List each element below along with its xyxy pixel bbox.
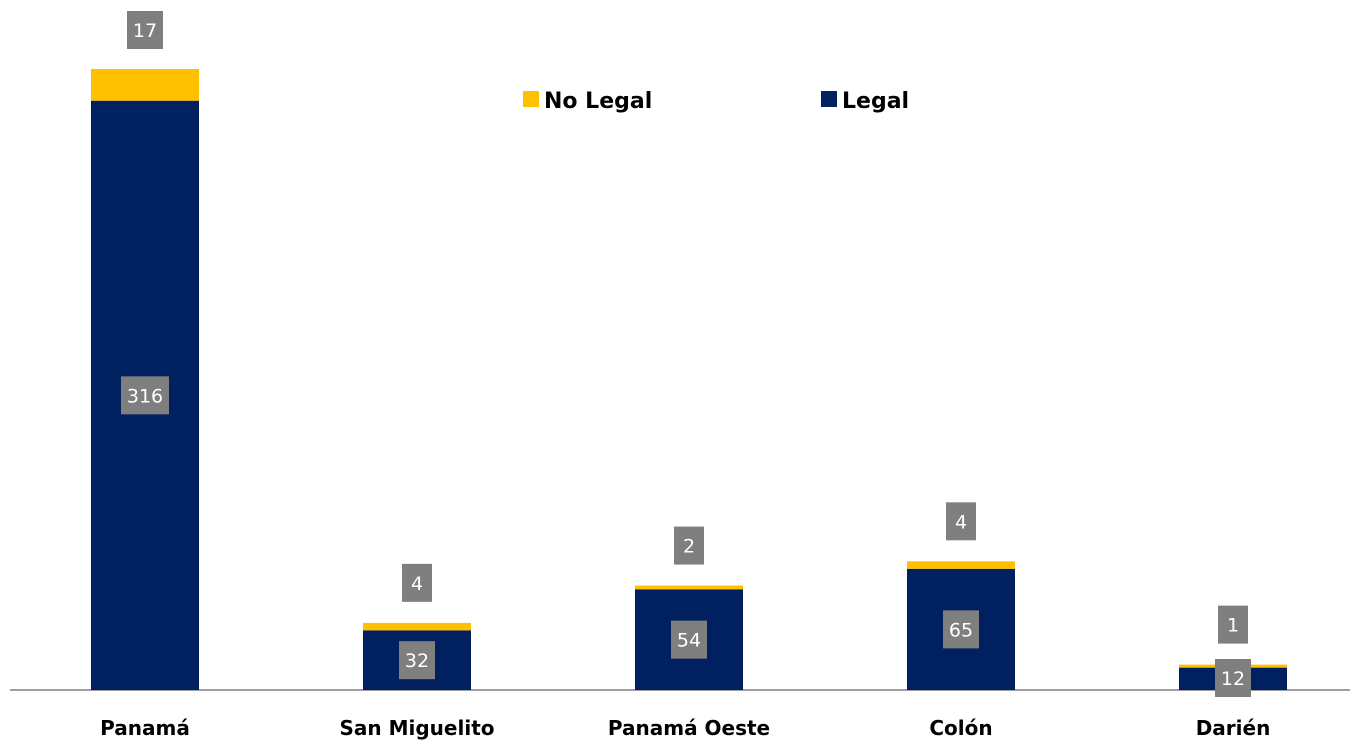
data-label-no-legal-panama-oeste-box	[674, 526, 704, 565]
data-label-legal-darien: 12	[1215, 659, 1251, 697]
data-label-no-legal-darien-box	[1218, 605, 1248, 644]
data-label-legal-panama-oeste-box	[671, 620, 707, 659]
bar-no-legal-panama	[91, 69, 199, 101]
bar-no-legal-panama-oeste	[635, 585, 743, 590]
data-label-no-legal-san-miguelito-box	[402, 563, 432, 602]
legend-swatch-legal	[821, 91, 837, 107]
data-label-legal-colon: 65	[943, 610, 979, 649]
data-label-legal-darien-box	[1215, 659, 1251, 697]
legend-item-no-legal: No Legal	[523, 89, 652, 114]
legend-item-legal: Legal	[821, 89, 909, 114]
data-label-legal-panama-oeste: 54	[671, 620, 707, 659]
legend-label-no-legal: No Legal	[544, 89, 652, 114]
data-label-no-legal-colon-box	[946, 502, 976, 541]
data-label-no-legal-panama-text: 17	[133, 20, 157, 42]
data-labels-group: 316 17 32 4 54 2 65 4 12 1	[121, 11, 1251, 697]
data-label-no-legal-panama: 17	[127, 11, 163, 49]
data-label-no-legal-panama-oeste-text: 2	[683, 536, 695, 558]
legend-label-legal: Legal	[842, 89, 909, 114]
data-label-no-legal-san-miguelito: 4	[402, 563, 432, 602]
data-label-legal-panama-text: 316	[127, 385, 163, 407]
legend: No Legal Legal	[523, 89, 909, 114]
bars-group	[91, 69, 1287, 691]
data-label-legal-panama-box	[121, 376, 169, 415]
data-label-no-legal-panama-oeste: 2	[674, 526, 704, 565]
data-label-no-legal-colon-text: 4	[955, 511, 967, 533]
data-label-no-legal-darien-text: 1	[1227, 615, 1239, 637]
bar-no-legal-san-miguelito	[363, 622, 471, 631]
legend-swatch-no-legal	[523, 91, 539, 107]
category-label-colon: Colón	[929, 716, 992, 740]
data-label-legal-colon-text: 65	[949, 619, 973, 641]
category-label-panama-oeste: Panamá Oeste	[608, 716, 770, 740]
category-labels-group: Panamá San Miguelito Panamá Oeste Colón Dari…	[100, 716, 1270, 740]
data-label-legal-darien-text: 12	[1221, 668, 1245, 690]
data-label-legal-colon-box	[943, 610, 979, 649]
data-label-legal-san-miguelito-box	[399, 641, 435, 680]
bar-no-legal-colon	[907, 561, 1015, 569]
data-label-no-legal-darien: 1	[1218, 605, 1248, 644]
data-label-legal-panama: 316	[121, 376, 169, 415]
data-label-no-legal-san-miguelito-text: 4	[411, 573, 423, 595]
category-label-darien: Darién	[1196, 716, 1271, 740]
data-label-no-legal-colon: 4	[946, 502, 976, 541]
data-label-legal-san-miguelito: 32	[399, 641, 435, 680]
data-label-no-legal-panama-box	[127, 11, 163, 49]
data-label-legal-panama-oeste-text: 54	[677, 630, 701, 652]
category-label-san-miguelito: San Miguelito	[340, 716, 495, 740]
data-label-legal-san-miguelito-text: 32	[405, 650, 429, 672]
category-label-panama: Panamá	[100, 716, 190, 740]
